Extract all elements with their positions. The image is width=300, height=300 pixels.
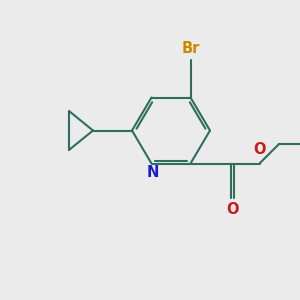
Text: O: O (226, 202, 239, 217)
Text: N: N (147, 165, 159, 180)
Text: O: O (253, 142, 266, 158)
Text: Br: Br (181, 41, 200, 56)
